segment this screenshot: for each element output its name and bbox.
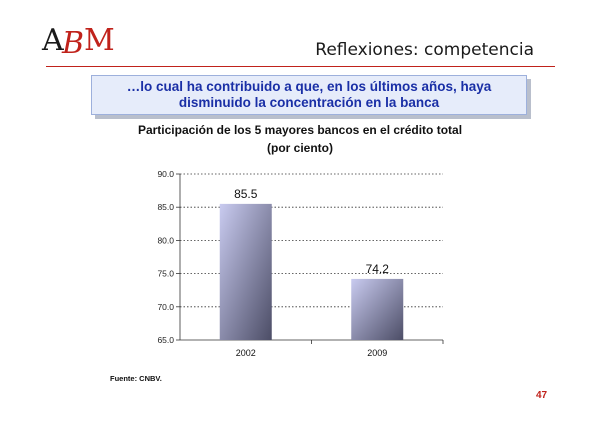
- chart-subtitle: (por ciento): [267, 141, 333, 155]
- page-number: 47: [536, 390, 548, 401]
- y-tick-label: 85.0: [157, 202, 174, 212]
- svg-text:A: A: [41, 23, 64, 58]
- x-tick-label: 2009: [367, 348, 387, 358]
- chart-title: Participación de los 5 mayores bancos en…: [137, 123, 463, 137]
- banner-text-line2: disminuido la concentración en la banca: [178, 95, 440, 110]
- bar-2002: [219, 203, 272, 340]
- y-tick-label: 75.0: [157, 269, 174, 279]
- y-tick-label: 70.0: [157, 302, 174, 312]
- data-label-2009: 74.2: [366, 262, 390, 276]
- banner-text-line1: …lo cual ha contribuido a que, en los úl…: [126, 79, 492, 94]
- y-tick-label: 90.0: [157, 169, 174, 179]
- y-tick-label: 65.0: [157, 335, 174, 345]
- data-label-2002: 85.5: [234, 187, 258, 201]
- svg-text:B: B: [61, 26, 84, 60]
- svg-text:M: M: [84, 23, 115, 58]
- title-divider: [46, 66, 555, 67]
- x-tick-label: 2002: [236, 348, 256, 358]
- y-tick-label: 80.0: [157, 235, 174, 245]
- abm-logo: A B M: [40, 20, 120, 61]
- source-note: Fuente: CNBV.: [110, 374, 162, 383]
- slide-title: Reflexiones: competencia: [315, 40, 534, 60]
- message-banner: …lo cual ha contribuido a que, en los úl…: [91, 75, 527, 115]
- bar-2009: [351, 278, 404, 340]
